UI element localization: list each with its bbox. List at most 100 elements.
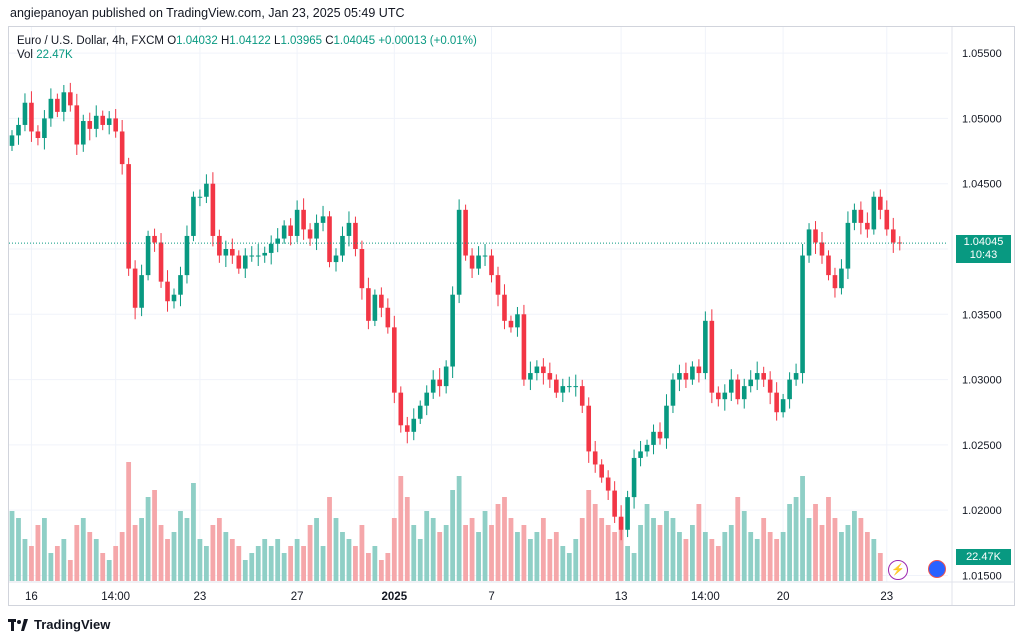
volume-bar [184, 518, 190, 581]
candle-body [554, 379, 559, 393]
x-tick-label: 2025 [382, 591, 408, 603]
candle-body [80, 121, 86, 145]
candle-body [223, 249, 229, 256]
volume-bar [314, 518, 319, 581]
volume-bar [644, 504, 650, 581]
candle-body [495, 275, 501, 295]
y-tick-label: 1.04500 [962, 179, 1002, 191]
volume-bar [333, 518, 339, 581]
candle-body [404, 425, 410, 432]
volume-bar [307, 525, 313, 581]
candle-body [690, 366, 695, 380]
volume-bar [677, 532, 682, 581]
candle-body [560, 386, 566, 393]
candle-body [638, 451, 643, 458]
candle-body [703, 320, 708, 374]
candle-body [664, 405, 669, 439]
candle-body [93, 115, 99, 129]
volume-bar [54, 546, 60, 581]
candle-body [482, 255, 488, 257]
volume-bar [864, 532, 870, 581]
volume-bar [476, 532, 481, 581]
candle-body [87, 121, 93, 129]
volume-bar [521, 525, 527, 581]
candle-body [541, 366, 546, 374]
candle-body [508, 320, 514, 328]
chart-frame[interactable] [8, 26, 1015, 606]
volume-bar [618, 518, 624, 581]
volume-bar [268, 546, 274, 581]
candle-body [379, 294, 384, 308]
volume-bar [528, 539, 533, 581]
candle-body [878, 196, 883, 210]
volume-bar [327, 497, 332, 581]
volume-bar [165, 539, 170, 581]
volume-bar [690, 525, 695, 581]
candle-body [29, 102, 34, 132]
candle-body [826, 255, 831, 276]
y-tick-label: 1.03500 [962, 309, 1002, 321]
candle-body [126, 164, 131, 269]
candle-body [119, 131, 125, 165]
volume-bar [839, 532, 844, 581]
open-value: 1.04032 [176, 35, 218, 47]
volume-bar [204, 546, 209, 581]
candle-body [22, 102, 28, 125]
volume-label: Vol [17, 49, 33, 61]
volume-bar [852, 511, 857, 581]
volume-bar [463, 525, 468, 581]
volume-bar [605, 525, 611, 581]
volume-bar [664, 511, 669, 581]
x-tick-label: 27 [291, 591, 304, 603]
candle-body [268, 243, 274, 253]
candle-body [521, 314, 527, 380]
candle-body [605, 477, 611, 491]
lightning-icon[interactable]: ⚡ [888, 560, 908, 580]
volume-bar [715, 546, 721, 581]
symbol-title: Euro / U.S. Dollar, 4h, FXCM [17, 35, 164, 47]
candle-body [651, 431, 656, 445]
candle-body [9, 135, 15, 146]
candle-body [333, 255, 339, 263]
candle-body [502, 294, 507, 321]
bar-countdown: 10:43 [969, 249, 998, 262]
candle-body [683, 373, 689, 380]
volume-bar [696, 504, 702, 581]
volume-bar [132, 525, 138, 581]
volume-bar [372, 546, 378, 581]
candle-body [800, 255, 805, 374]
candle-body [677, 373, 682, 380]
candle-body [573, 386, 579, 388]
volume-bar [767, 532, 773, 581]
candle-body [566, 386, 572, 388]
volume-bar [832, 518, 838, 581]
candle-body [35, 131, 41, 138]
volume-bar [547, 539, 553, 581]
candle-body [618, 516, 624, 530]
volume-bar [35, 525, 41, 581]
volume-legend: Vol 22.47K [17, 49, 73, 61]
volume-bar [48, 553, 54, 581]
candle-body [592, 451, 598, 465]
x-tick-label: 23 [194, 591, 207, 603]
change-value: +0.00013 (+0.01%) [378, 35, 477, 47]
candle-body [845, 222, 851, 269]
candle-body [113, 118, 118, 132]
volume-bar [586, 490, 592, 581]
candle-body [230, 249, 235, 256]
volume-badge: 22.47K [956, 549, 1011, 565]
flag-icon[interactable] [928, 560, 946, 578]
volume-bar [29, 546, 34, 581]
candle-body [242, 255, 248, 269]
candle-body [16, 124, 21, 136]
volume-bar [42, 518, 47, 581]
candle-body [728, 379, 734, 393]
volume-bar [294, 539, 300, 581]
candle-body [476, 255, 481, 269]
volume-bar [353, 546, 358, 581]
candle-body [463, 209, 468, 256]
candle-body [631, 457, 637, 498]
volume-bar [223, 532, 229, 581]
volume-bar [871, 539, 877, 581]
